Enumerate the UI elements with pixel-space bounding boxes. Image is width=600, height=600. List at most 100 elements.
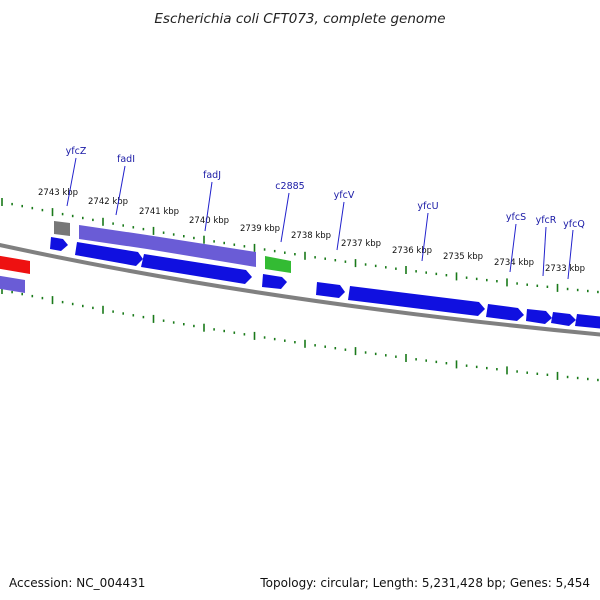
outer-tick-track (1, 198, 599, 294)
outer-tick-minor (415, 270, 417, 273)
outer-tick-minor (395, 267, 397, 270)
inner-tick-major (506, 366, 508, 375)
outer-tick-major (506, 278, 508, 287)
gene-yfcZ[interactable] (54, 221, 70, 236)
gene-label-yfcV[interactable]: yfcV (334, 190, 355, 201)
scale-label-2736: 2736 kbp (392, 246, 432, 256)
reverse-strand-genes (0, 221, 291, 293)
inner-tick-minor (425, 359, 427, 362)
gene-left-reverse[interactable] (0, 275, 25, 293)
outer-tick-major (304, 251, 306, 260)
inner-tick-minor (41, 296, 44, 300)
gene-fwd-4[interactable] (262, 274, 287, 289)
outer-tick-minor (445, 274, 448, 277)
inner-tick-major (51, 296, 54, 305)
inner-tick-major (354, 347, 357, 356)
gene-yfcV[interactable] (316, 282, 345, 298)
inner-tick-major (556, 371, 559, 380)
inner-tick-minor (263, 336, 266, 339)
outer-tick-minor (587, 289, 589, 293)
outer-tick-minor (213, 240, 215, 243)
gene-fadI[interactable] (79, 225, 147, 249)
outer-tick-minor (183, 235, 185, 238)
gene-yfcS[interactable] (486, 304, 524, 321)
inner-tick-minor (314, 344, 316, 347)
gene-fwd-1[interactable] (50, 237, 68, 251)
gene-label-yfcS[interactable]: yfcS (506, 212, 526, 223)
inner-tick-major (1, 286, 3, 294)
outer-tick-minor (546, 285, 549, 288)
outer-tick-major (1, 198, 3, 206)
inner-tick-minor (597, 378, 599, 382)
gene-label-yfcZ[interactable]: yfcZ (66, 146, 87, 157)
scale-labels: 2743 kbp 2742 kbp 2741 kbp 2740 kbp 2739… (38, 188, 585, 274)
gene-label-yfcQ[interactable]: yfcQ (563, 219, 585, 230)
inner-tick-minor (21, 292, 23, 296)
inner-tick-minor (193, 324, 195, 328)
scale-label-2743: 2743 kbp (38, 188, 78, 198)
outer-tick-major (152, 226, 155, 235)
outer-tick-minor (324, 257, 326, 260)
outer-tick-minor (82, 216, 84, 220)
inner-tick-minor (395, 355, 397, 358)
outer-tick-minor (223, 241, 225, 245)
inner-tick-minor (385, 354, 387, 357)
inner-tick-minor (576, 376, 579, 380)
inner-tick-minor (566, 375, 569, 379)
outer-tick-minor (385, 266, 387, 269)
gene-yfcQ-1[interactable] (551, 312, 576, 326)
outer-tick-minor (425, 271, 427, 274)
inner-tick-minor (31, 294, 34, 298)
inner-tick-minor (92, 306, 94, 310)
inner-tick-minor (445, 362, 448, 365)
scale-label-2735: 2735 kbp (443, 252, 483, 262)
outer-tick-major (253, 243, 256, 252)
inner-tick-minor (82, 304, 84, 308)
gene-c2885[interactable] (265, 256, 291, 273)
inner-tick-minor (122, 312, 124, 315)
outer-tick-minor (132, 226, 135, 229)
gene-yfcU[interactable] (348, 286, 485, 316)
inner-tick-minor (183, 323, 185, 326)
outer-tick-minor (526, 283, 528, 286)
inner-tick-minor (223, 329, 225, 333)
gene-left-highlight[interactable] (0, 255, 30, 274)
gene-fwd-2[interactable] (75, 242, 143, 266)
outer-tick-minor (162, 231, 165, 234)
gene-fwd-3[interactable] (141, 254, 252, 284)
gene-label-fadI[interactable]: fadI (117, 154, 135, 165)
outer-tick-minor (294, 253, 296, 256)
outer-tick-minor (486, 278, 488, 282)
outer-tick-minor (71, 214, 74, 218)
inner-tick-minor (546, 373, 549, 376)
gene-fadJ[interactable] (147, 235, 256, 267)
outer-tick-minor (374, 264, 377, 268)
outer-tick-minor (344, 260, 347, 263)
forward-strand-genes (50, 237, 600, 329)
outer-tick-minor (435, 272, 438, 276)
outer-tick-major (405, 266, 407, 274)
inner-tick-minor (172, 321, 175, 324)
outer-tick-minor (233, 243, 236, 246)
gene-label-c2885[interactable]: c2885 (275, 181, 304, 192)
gene-yfcR[interactable] (526, 309, 552, 324)
gene-yfcQ-2[interactable] (575, 314, 600, 329)
outer-tick-minor (364, 263, 367, 266)
inner-tick-minor (415, 358, 417, 361)
inner-tick-minor (526, 371, 528, 374)
inner-tick-minor (11, 290, 13, 294)
outer-tick-minor (334, 259, 337, 262)
outer-tick-major (51, 208, 54, 217)
outer-tick-minor (566, 287, 569, 291)
inner-tick-minor (71, 302, 74, 306)
outer-tick-minor (172, 233, 175, 236)
gene-label-fadJ[interactable]: fadJ (203, 170, 221, 181)
topology-text: Topology: circular; Length: 5,231,428 bp… (260, 576, 590, 590)
gene-label-yfcR[interactable]: yfcR (536, 215, 557, 226)
outer-tick-minor (273, 249, 276, 253)
inner-tick-minor (233, 331, 236, 334)
outer-tick-minor (536, 284, 539, 287)
outer-tick-minor (576, 288, 579, 292)
gene-label-yfcU[interactable]: yfcU (417, 201, 438, 212)
